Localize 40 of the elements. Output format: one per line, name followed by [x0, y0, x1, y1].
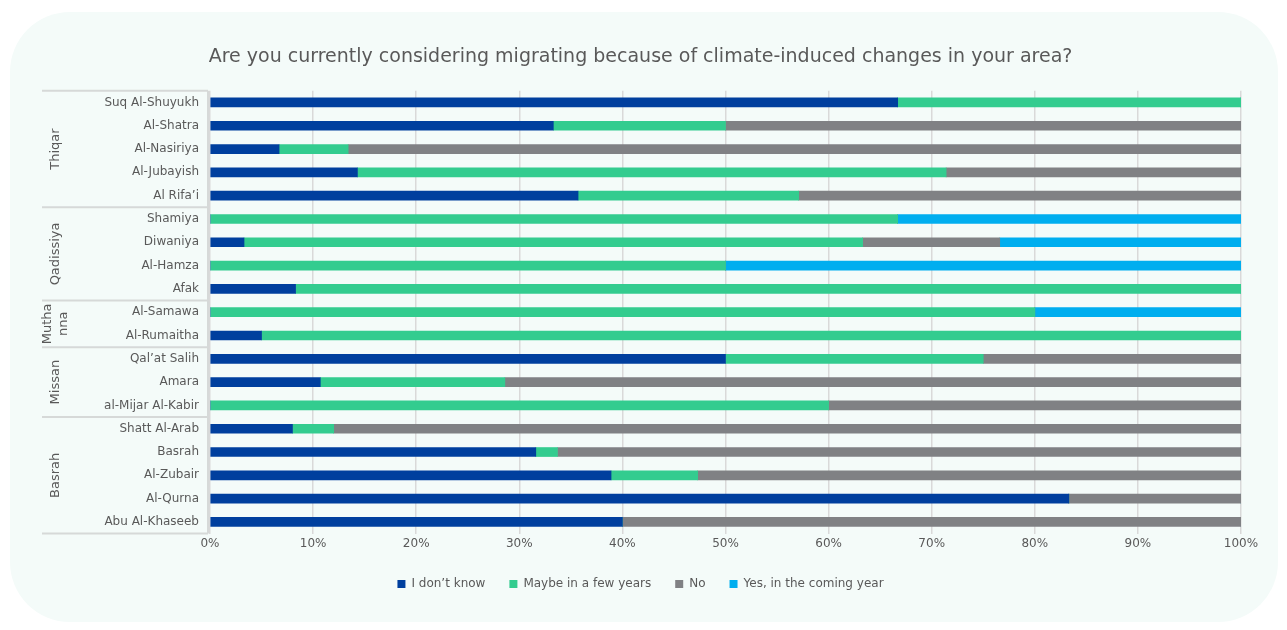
x-tick-label: 80%: [1021, 535, 1049, 550]
y-tick-label: Al-Qurna: [145, 490, 199, 505]
y-tick-label: Shamiya: [146, 211, 199, 226]
chart-title: Are you currently considering migrating because of climate-induced changes in your area?: [208, 44, 1073, 67]
y-tick-label: Abu Al-Khaseeb: [104, 514, 199, 529]
y-tick-label: Basrah: [157, 444, 199, 459]
legend-label: No: [689, 576, 706, 591]
y-tick-label: Al-Jubayish: [132, 164, 199, 179]
y-tick-label: Al-Rumaitha: [125, 327, 199, 342]
x-tick-label: 100%: [1223, 535, 1259, 550]
text: Basrah: [47, 452, 63, 498]
y-tick-label: al-Mijar Al-Kabir: [104, 397, 200, 412]
text: Qadissiya: [47, 222, 63, 286]
x-tick-label: 90%: [1124, 535, 1152, 550]
text: Thiqar: [47, 127, 63, 171]
y-tick-label: Diwaniya: [143, 234, 199, 249]
x-tick-label: 0%: [200, 535, 220, 550]
y-tick-label: Afak: [172, 281, 200, 296]
x-tick-label: 30%: [505, 535, 533, 550]
y-tick-label: Al-Hamza: [141, 257, 199, 272]
text: Missan: [47, 359, 63, 405]
y-tick-label: Suq Al-Shuyukh: [104, 94, 199, 109]
y-tick-label: Qal’at Salih: [129, 350, 199, 365]
x-tick-label: 10%: [299, 535, 327, 550]
text: Muthanna: [39, 303, 71, 345]
x-tick-label: 70%: [918, 535, 946, 550]
legend-label: Maybe in a few years: [523, 576, 652, 591]
y-tick-label: Shatt Al-Arab: [119, 420, 199, 435]
y-tick-label: Al-Samawa: [131, 304, 199, 319]
y-tick-label: Al-Nasiriya: [134, 141, 199, 156]
y-tick-label: Al-Zubair: [144, 467, 200, 482]
legend-label: I don’t know: [411, 576, 486, 591]
legend-label: Yes, in the coming year: [742, 576, 884, 591]
y-tick-label: Al Rifa’i: [153, 187, 199, 202]
y-tick-label: Al-Shatra: [143, 117, 199, 132]
y-tick-label: Amara: [159, 374, 199, 389]
x-tick-label: 50%: [712, 535, 739, 550]
x-tick-label: 40%: [609, 535, 636, 550]
x-tick-label: 60%: [815, 535, 842, 550]
x-tick-label: 20%: [402, 535, 430, 550]
